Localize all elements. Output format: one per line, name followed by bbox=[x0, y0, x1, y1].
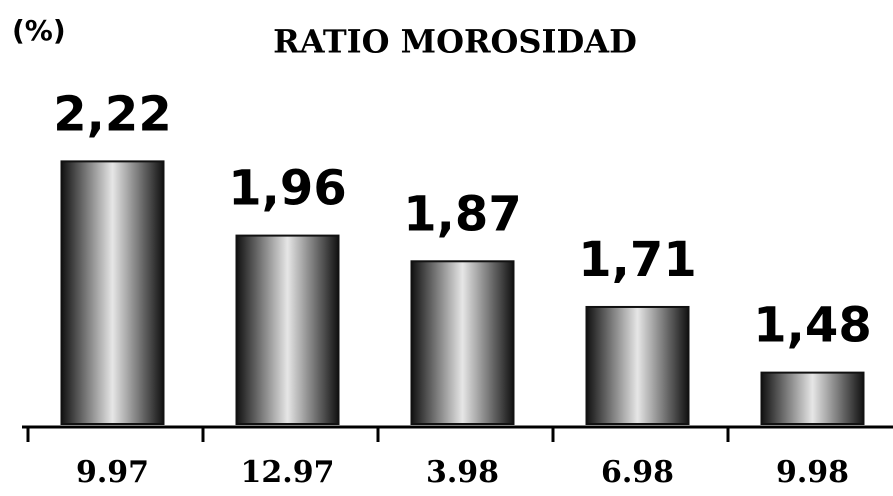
x-tick-label: 9.97 bbox=[76, 455, 149, 490]
chart-title: RATIO MOROSIDAD bbox=[273, 23, 637, 61]
bar bbox=[585, 305, 690, 425]
value-label: 1,96 bbox=[228, 161, 346, 217]
value-label: 1,71 bbox=[578, 232, 696, 288]
value-label: 2,22 bbox=[53, 86, 171, 142]
bar bbox=[60, 160, 165, 426]
bar bbox=[410, 260, 515, 426]
x-tick-label: 6.98 bbox=[601, 455, 674, 490]
x-axis bbox=[22, 425, 893, 442]
x-tick-label: 12.97 bbox=[241, 455, 335, 490]
x-tick-label: 9.98 bbox=[776, 455, 849, 490]
x-tick-label: 3.98 bbox=[426, 455, 499, 490]
y-axis-label: (%) bbox=[12, 14, 66, 47]
value-label: 1,87 bbox=[403, 186, 521, 242]
value-label: 1,48 bbox=[753, 298, 871, 354]
bar bbox=[235, 234, 340, 425]
bar bbox=[760, 371, 865, 426]
